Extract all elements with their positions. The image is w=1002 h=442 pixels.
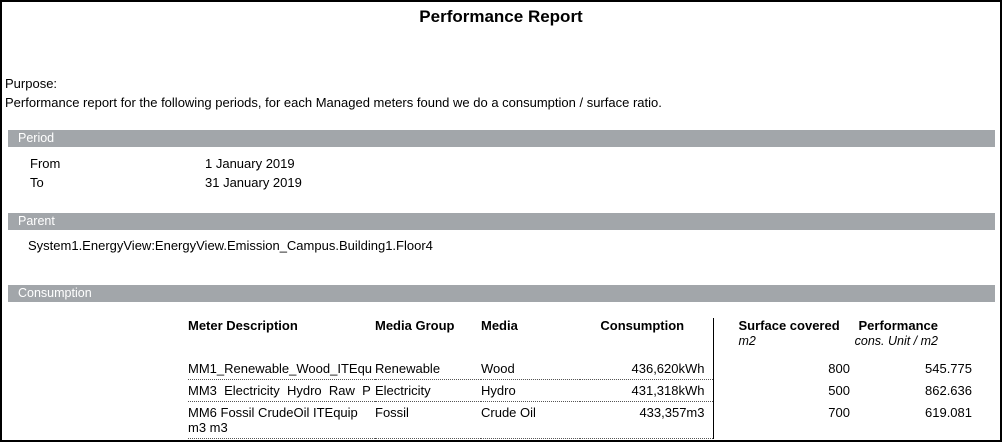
cell-performance: 619.081 [925, 404, 972, 420]
cell-media: Hydro [481, 379, 580, 402]
section-header-period: Period [8, 130, 995, 147]
purpose-text: Performance report for the following per… [5, 95, 662, 110]
cell-performance: 862.636 [925, 382, 972, 398]
cell-surface-covered: 800 [712, 358, 852, 380]
parent-path: System1.EnergyView:EnergyView.Emission_C… [28, 238, 433, 253]
cell-consumption: 431,318kWh [580, 379, 713, 402]
cell-meter-description: MM3 Electricity Hydro Raw P [188, 379, 375, 402]
cell-media: Crude Oil [481, 401, 580, 439]
period-from-row: From 1 January 2019 [2, 154, 1000, 173]
cell-performance: 545.775 [925, 361, 972, 376]
consumption-section-label: Consumption [18, 286, 92, 300]
col-header-meter-description: Meter Description [188, 318, 298, 333]
from-value: 1 January 2019 [205, 156, 295, 171]
col-header-consumption: Consumption [600, 318, 685, 333]
col-header-media: Media [481, 318, 518, 333]
cell-surface-covered: 700 [712, 401, 852, 439]
cell-meter-description: MM1_Renewable_Wood_ITEqu [188, 358, 375, 380]
surface-unit-label: m2 [738, 334, 756, 348]
cell-media-group: Electricity [375, 379, 481, 402]
consumption-table: Meter Description Media Group Media Cons… [188, 318, 972, 439]
cell-media: Wood [481, 358, 580, 380]
section-header-parent: Parent [8, 213, 995, 230]
period-rows: From 1 January 2019 To 31 January 2019 [2, 154, 1000, 192]
cell-surface-covered: 500 [712, 379, 852, 402]
table-header-row: Meter Description Media Group Media Cons… [188, 318, 972, 358]
page-title: Performance Report [419, 7, 583, 26]
purpose-label: Purpose: [5, 76, 58, 91]
from-label: From [30, 156, 61, 171]
table-row: MM3 Electricity Hydro Raw P Electricity … [188, 379, 972, 402]
cell-consumption: 433,357m3 [580, 401, 713, 439]
col-header-surface-covered: Surface covered m2 [712, 318, 852, 358]
table-row: MM1_Renewable_Wood_ITEqu Renewable Wood … [188, 358, 972, 380]
to-value: 31 January 2019 [205, 175, 302, 190]
performance-unit-label: cons. Unit / m2 [854, 334, 938, 348]
cell-consumption: 436,620kWh [580, 358, 713, 380]
section-header-consumption: Consumption [8, 285, 995, 302]
cell-meter-description: MM6 Fossil CrudeOil ITEquip m3 m3 [188, 401, 375, 439]
cell-media-group: Fossil [375, 401, 481, 439]
period-section-label: Period [18, 131, 55, 145]
parent-section-label: Parent [18, 214, 55, 228]
period-to-row: To 31 January 2019 [2, 173, 1000, 192]
col-header-performance: Performance cons. Unit / m2 [852, 318, 972, 358]
cell-media-group: Renewable [375, 358, 481, 380]
col-header-media-group: Media Group [375, 318, 455, 333]
to-label: To [30, 175, 44, 190]
table-row: MM6 Fossil CrudeOil ITEquip m3 m3 Fossil… [188, 401, 972, 439]
